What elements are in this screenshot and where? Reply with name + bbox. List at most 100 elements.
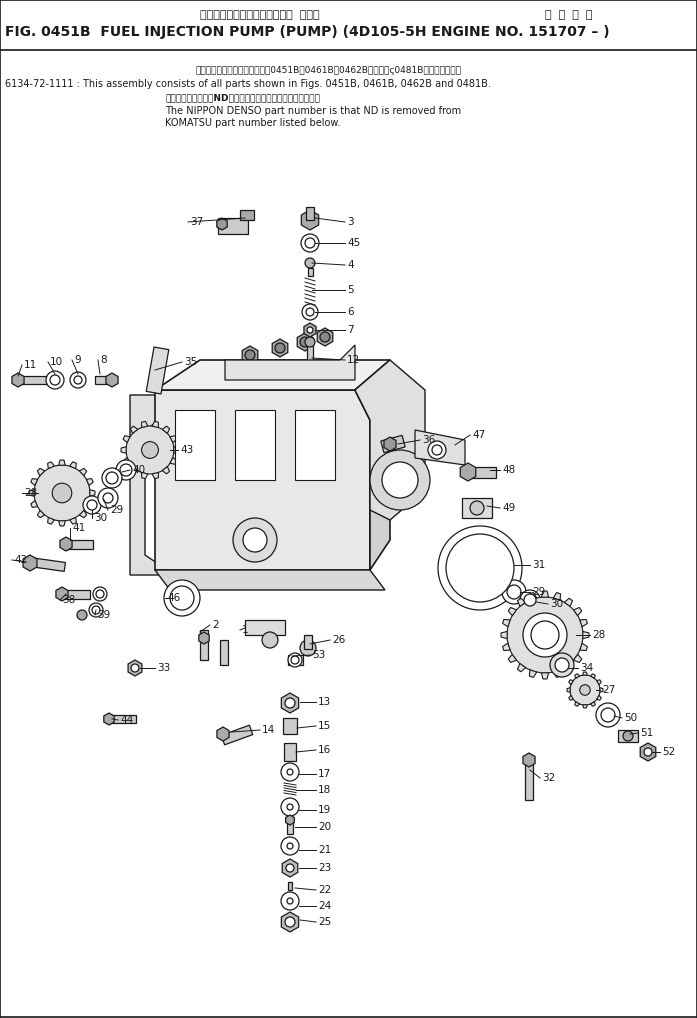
Text: このアセンブリの構成部品は困0451B、0461B、0462B図およびҁ0481B図を含みます。: このアセンブリの構成部品は困0451B、0461B、0462B図およびҁ0481… [195,66,461,75]
Circle shape [281,837,299,855]
Text: 17: 17 [318,769,331,779]
Polygon shape [553,670,560,677]
Text: 1: 1 [242,625,249,635]
Circle shape [623,731,633,741]
Polygon shape [123,436,130,443]
Bar [240,210,254,220]
Circle shape [300,640,316,656]
Bar [525,755,533,800]
Text: 43: 43 [180,445,193,455]
Polygon shape [217,218,227,230]
Polygon shape [90,490,95,497]
Circle shape [126,426,174,474]
Circle shape [370,450,430,510]
Polygon shape [583,672,588,675]
Bar [284,743,296,761]
Polygon shape [29,490,34,497]
Polygon shape [530,670,537,677]
Bar [65,540,93,549]
Text: 48: 48 [502,465,515,475]
Polygon shape [242,346,258,364]
Polygon shape [517,599,526,607]
Polygon shape [583,631,589,638]
Circle shape [470,501,484,515]
Bar [304,635,312,649]
Text: 39: 39 [97,610,110,620]
Circle shape [306,308,314,316]
Text: 10: 10 [50,357,63,367]
Text: 26: 26 [332,635,345,645]
Bar [462,498,492,518]
Circle shape [77,610,87,620]
Text: 35: 35 [184,357,197,367]
Text: 24: 24 [318,901,331,911]
Polygon shape [574,655,582,663]
Bar [307,342,313,377]
Bar [381,436,405,453]
Circle shape [58,489,66,497]
Bar [221,725,253,745]
Circle shape [285,698,295,708]
Circle shape [103,493,113,503]
Bar [307,268,312,276]
Circle shape [170,586,194,610]
Circle shape [285,917,295,927]
Polygon shape [155,360,390,390]
Circle shape [644,748,652,756]
Polygon shape [590,701,595,706]
Polygon shape [121,447,126,453]
Text: 53: 53 [312,651,325,660]
Polygon shape [59,521,66,526]
Polygon shape [460,463,476,480]
Circle shape [243,528,267,552]
Circle shape [302,304,318,320]
Circle shape [520,590,540,610]
Text: 41: 41 [72,523,85,533]
Text: 30: 30 [550,599,563,609]
Text: 49: 49 [502,503,515,513]
Polygon shape [31,478,38,486]
Polygon shape [641,743,656,761]
Text: 40: 40 [132,465,145,475]
Polygon shape [130,395,160,575]
Circle shape [307,327,313,333]
Polygon shape [574,608,582,616]
Text: 36: 36 [422,435,435,445]
Polygon shape [12,373,24,387]
Circle shape [539,629,551,640]
Polygon shape [162,466,169,473]
Bar [306,207,314,220]
Circle shape [507,585,521,599]
Circle shape [106,472,118,484]
Text: 28: 28 [592,630,605,640]
Text: 15: 15 [318,721,331,731]
Text: 30: 30 [94,513,107,523]
Polygon shape [79,510,86,518]
Polygon shape [567,687,570,692]
Bar [288,655,303,665]
Polygon shape [597,680,602,685]
Circle shape [74,376,82,384]
Bar [283,718,297,734]
Text: 14: 14 [262,725,275,735]
Text: 適  用  号  機: 適 用 号 機 [545,10,592,20]
Bar [468,467,496,478]
Text: 20: 20 [318,822,331,832]
Circle shape [446,534,514,602]
Polygon shape [282,693,298,713]
Polygon shape [170,457,177,464]
Circle shape [46,371,64,389]
Text: 33: 33 [157,663,170,673]
Circle shape [291,656,299,664]
Polygon shape [282,912,298,932]
Polygon shape [542,673,549,679]
Circle shape [532,622,558,648]
Bar [95,376,115,384]
Circle shape [438,526,522,610]
Circle shape [287,769,293,775]
Circle shape [301,234,319,252]
Polygon shape [56,587,68,601]
Circle shape [305,337,315,347]
Text: 18: 18 [318,785,331,795]
Text: 16: 16 [318,745,331,755]
